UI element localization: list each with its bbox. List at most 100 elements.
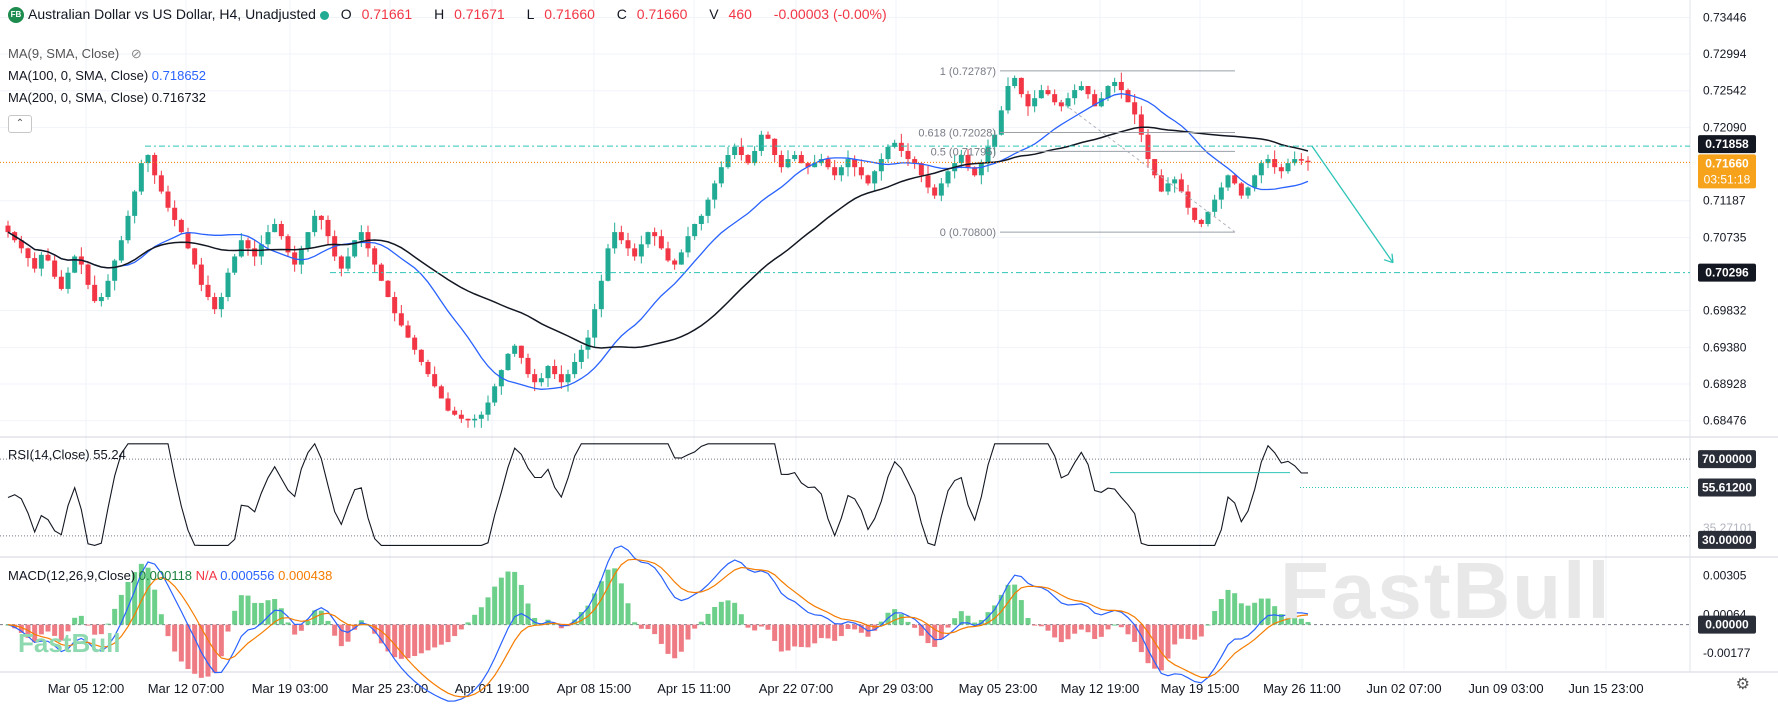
macd-hist-bar <box>185 624 191 669</box>
macd-legend[interactable]: MACD(12,26,9,Close) 0.000118 N/A 0.00055… <box>8 568 332 583</box>
fib-level-label: 0.618 (0.72028) <box>918 127 996 139</box>
ma9-label: MA(9, SMA, Close) <box>8 46 120 61</box>
macd-hist-bar <box>192 624 198 674</box>
candle-body <box>1105 86 1111 99</box>
candle-body <box>925 175 931 188</box>
macd-hist-bar <box>472 614 478 625</box>
candle-body <box>632 248 638 257</box>
macd-hist-bar <box>738 614 744 625</box>
macd-hist-bar <box>725 600 731 625</box>
hidden-eye-icon[interactable]: ⊘ <box>130 46 142 61</box>
time-axis-label: May 26 11:00 <box>1263 681 1341 696</box>
fib-level-label: 0 (0.70800) <box>940 227 996 239</box>
ma200-label: MA(200, 0, SMA, Close) <box>8 90 149 105</box>
ma100-legend[interactable]: MA(100, 0, SMA, Close) 0.718652 <box>8 68 206 83</box>
candle-body <box>432 374 438 387</box>
macd-hist-bar <box>492 586 498 625</box>
macd-hist-bar <box>418 624 424 654</box>
macd-hist-bar <box>778 624 784 652</box>
candle-body <box>272 223 278 233</box>
candle-body <box>778 155 784 168</box>
candle-body <box>38 254 44 269</box>
candle-body <box>1085 86 1091 95</box>
macd-hist-bar <box>178 624 184 662</box>
countdown-tag: 03:51:18 <box>1704 172 1751 186</box>
macd-hist-bar <box>1285 615 1291 625</box>
candle-body <box>125 215 131 241</box>
candle-body <box>338 256 344 269</box>
candle-body <box>385 280 391 298</box>
candle-body <box>978 163 984 176</box>
candle-body <box>792 155 798 160</box>
macd-hist-bar <box>605 569 611 625</box>
candle-body <box>352 240 358 257</box>
rsi-30-tag-bg <box>1698 530 1756 549</box>
price-axis-label: 0.69832 <box>1703 304 1747 318</box>
candle-body <box>372 248 378 265</box>
support-price-tag: 0.70296 <box>1705 266 1749 280</box>
candle-body <box>345 256 351 269</box>
macd-hist-bar <box>1052 624 1058 638</box>
time-axis-label: Apr 01 19:00 <box>455 681 529 696</box>
macd-hist-bar <box>972 622 978 625</box>
macd-hist-bar <box>152 589 158 625</box>
gear-icon[interactable]: ⚙ <box>1735 676 1750 693</box>
macd-hist-bar <box>1118 624 1124 628</box>
candle-body <box>738 146 744 156</box>
macd-hist-bar <box>905 621 911 625</box>
candle-body <box>92 284 98 302</box>
macd-hist-bar <box>852 624 858 630</box>
macd-hist-bar <box>818 624 824 639</box>
ma200-legend[interactable]: MA(200, 0, SMA, Close) 0.716732 <box>8 90 206 105</box>
chevron-up-icon: ⌃ <box>15 118 25 129</box>
macd-hist-bar <box>745 624 751 628</box>
macd-hist-bar <box>105 623 111 625</box>
candle-body <box>1232 175 1238 184</box>
candle-body <box>65 272 71 289</box>
ma200-line <box>7 126 1309 349</box>
macd-hist-bar <box>345 624 351 642</box>
candle-body <box>858 167 864 176</box>
candle-body <box>398 313 404 326</box>
symbol-title[interactable]: Australian Dollar vs US Dollar, H4, Unad… <box>28 6 316 22</box>
candle-body <box>1118 81 1124 91</box>
candle-body <box>705 199 711 216</box>
candle-body <box>1025 94 1031 107</box>
candle-body <box>905 150 911 160</box>
macd-hist-bar <box>772 624 778 641</box>
candle-body <box>745 155 751 164</box>
candle-body <box>405 325 411 338</box>
macd-hist-bar <box>1125 624 1131 635</box>
candle-body <box>872 171 878 184</box>
price-axis-label: 0.68476 <box>1703 414 1747 428</box>
rsi-70-tag: 70.00000 <box>1702 452 1752 466</box>
macd-hist-bar <box>1072 624 1078 634</box>
candle-body <box>158 175 164 192</box>
candle-body <box>965 155 971 168</box>
macd-hist-bar <box>1058 624 1064 643</box>
macd-hist-value: 0.000118 <box>138 568 193 583</box>
macd-hist-bar <box>412 624 418 657</box>
candle-body <box>1125 90 1131 103</box>
ma9-legend[interactable]: MA(9, SMA, Close) ⊘ <box>8 46 142 62</box>
rsi-legend[interactable]: RSI(14,Close) 55.24 <box>8 447 126 462</box>
candle-body <box>358 232 364 241</box>
macd-hist-bar <box>965 615 971 625</box>
macd-hist-bar <box>1185 624 1191 640</box>
candle-body <box>578 349 584 362</box>
candle-body <box>1032 98 1038 107</box>
collapse-legend-button[interactable]: ⌃ <box>8 115 32 133</box>
time-axis-label: Mar 05 12:00 <box>48 681 125 696</box>
candle-body <box>1045 90 1051 95</box>
macd-line <box>7 545 1309 702</box>
macd-hist-bar <box>1132 624 1138 642</box>
macd-hist-bar <box>1292 615 1298 625</box>
chart-header: FB Australian Dollar vs US Dollar, H4, Un… <box>8 6 893 24</box>
macd-hist-bar <box>758 624 764 627</box>
candle-body <box>138 163 144 192</box>
candle-body <box>1038 90 1044 99</box>
macd-hist-bar <box>145 567 151 625</box>
candle-body <box>1272 159 1278 168</box>
macd-hist-bar <box>1158 624 1164 671</box>
